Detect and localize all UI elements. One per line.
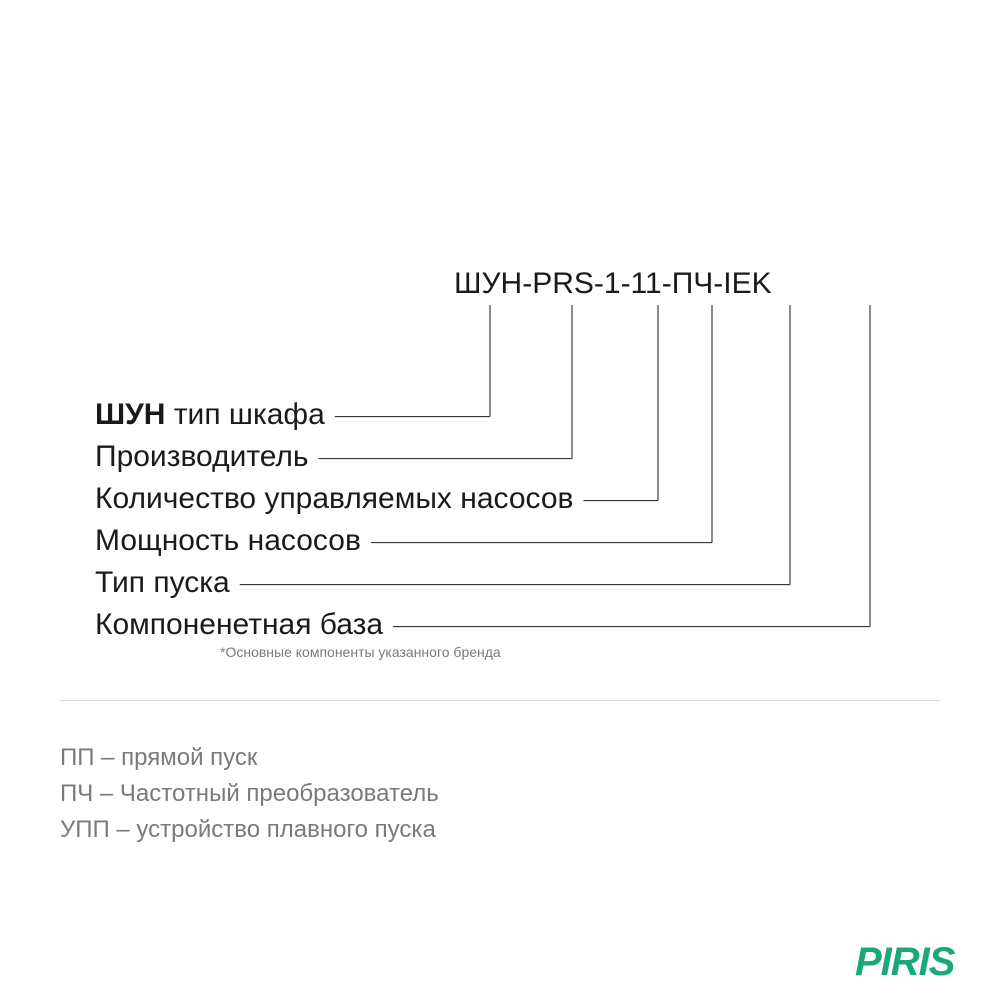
diagram-canvas: ШУН-PRS-1-11-ПЧ-IEK ШУН тип шкафа Произв… — [0, 0, 1000, 1000]
label-manufacturer: Производитель — [95, 440, 309, 474]
divider — [60, 700, 940, 701]
legend-item: УПП – устройство плавного пуска — [60, 812, 439, 848]
legend: ПП – прямой пуск ПЧ – Частотный преобраз… — [60, 740, 439, 848]
legend-item: ПП – прямой пуск — [60, 740, 439, 776]
label-start-type: Тип пуска — [95, 566, 230, 600]
label-type: ШУН тип шкафа — [95, 398, 325, 432]
label-type-rest: тип шкафа — [165, 398, 324, 431]
label-type-bold: ШУН — [95, 398, 165, 431]
legend-item: ПЧ – Частотный преобразователь — [60, 776, 439, 812]
product-code: ШУН-PRS-1-11-ПЧ-IEK — [454, 267, 772, 301]
label-pump-count: Количество управляемых насосов — [95, 482, 574, 516]
label-component-base: Компоненетная база — [95, 608, 383, 642]
label-pump-power: Мощность насосов — [95, 524, 361, 558]
brand-logo: PIRIS — [855, 940, 954, 985]
footnote: *Основные компоненты указанного бренда — [220, 644, 501, 660]
